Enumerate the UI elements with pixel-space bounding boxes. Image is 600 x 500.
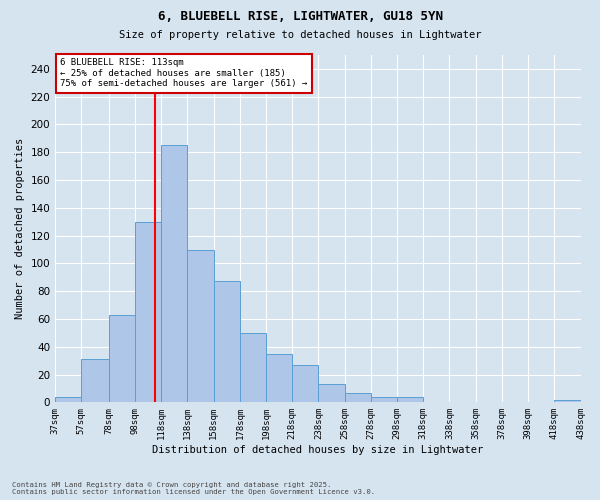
Bar — [397, 397, 423, 402]
Text: 6 BLUEBELL RISE: 113sqm
← 25% of detached houses are smaller (185)
75% of semi-d: 6 BLUEBELL RISE: 113sqm ← 25% of detache… — [61, 58, 308, 88]
Bar — [214, 282, 240, 403]
Bar — [344, 392, 371, 402]
Bar — [161, 146, 187, 402]
Text: Contains HM Land Registry data © Crown copyright and database right 2025.
Contai: Contains HM Land Registry data © Crown c… — [12, 482, 375, 495]
Bar — [266, 354, 292, 403]
Bar — [109, 315, 135, 402]
Bar — [82, 360, 109, 403]
Bar — [135, 222, 161, 402]
Y-axis label: Number of detached properties: Number of detached properties — [15, 138, 25, 320]
Bar — [554, 400, 581, 402]
Bar — [240, 333, 266, 402]
Bar — [319, 384, 344, 402]
X-axis label: Distribution of detached houses by size in Lightwater: Distribution of detached houses by size … — [152, 445, 484, 455]
Text: Size of property relative to detached houses in Lightwater: Size of property relative to detached ho… — [119, 30, 481, 40]
Text: 6, BLUEBELL RISE, LIGHTWATER, GU18 5YN: 6, BLUEBELL RISE, LIGHTWATER, GU18 5YN — [157, 10, 443, 23]
Bar — [55, 397, 82, 402]
Bar — [292, 365, 319, 403]
Bar — [187, 250, 214, 402]
Bar — [371, 397, 397, 402]
